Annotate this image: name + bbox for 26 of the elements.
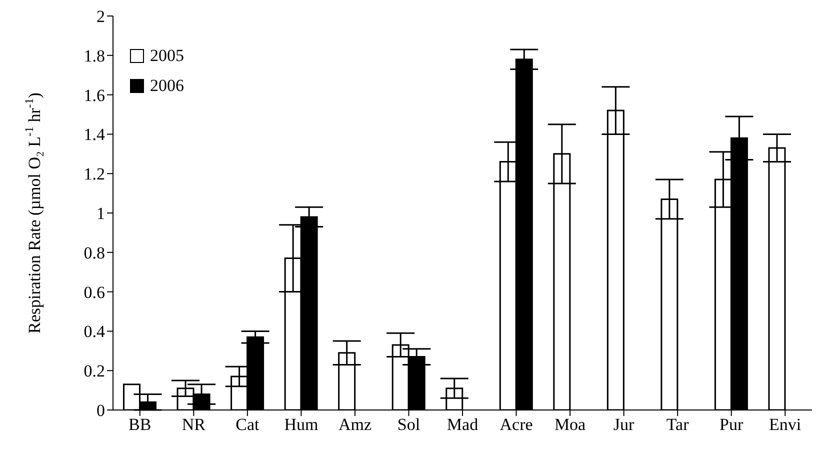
y-tick-label: 1.6 bbox=[84, 86, 105, 105]
x-tick-label: NR bbox=[182, 415, 206, 434]
x-tick-label: Moa bbox=[554, 415, 586, 434]
legend-label: 2006 bbox=[150, 76, 184, 96]
x-tick-label: Acre bbox=[500, 415, 533, 434]
x-tick-label: BB bbox=[128, 415, 152, 434]
x-tick-label: Jur bbox=[613, 415, 635, 434]
x-tick-label: Envi bbox=[769, 415, 802, 434]
x-tick-label: Mad bbox=[446, 415, 479, 434]
y-tick-label: 1.8 bbox=[84, 46, 105, 66]
x-tick-label: Tar bbox=[666, 415, 690, 434]
x-tick-label: Sol bbox=[397, 415, 420, 434]
y-tick-label: 1.4 bbox=[84, 125, 106, 144]
legend-label: 2005 bbox=[150, 46, 184, 66]
y-tick-label: 1.2 bbox=[84, 164, 105, 184]
x-tick-label: Amz bbox=[338, 415, 372, 434]
y-tick-label: 0.6 bbox=[84, 282, 105, 302]
y-tick-label: 0.8 bbox=[84, 243, 105, 262]
y-tick-label: 0.4 bbox=[84, 322, 106, 342]
x-tick-label: Cat bbox=[236, 415, 260, 434]
x-tick-label: Hum bbox=[284, 415, 318, 434]
y-tick-label: 1 bbox=[96, 204, 105, 224]
x-tick-label: Pur bbox=[720, 415, 744, 434]
y-tick-label: 0 bbox=[96, 401, 105, 420]
y-tick-label: 0.2 bbox=[84, 362, 105, 381]
y-tick-label: 2 bbox=[96, 7, 105, 26]
